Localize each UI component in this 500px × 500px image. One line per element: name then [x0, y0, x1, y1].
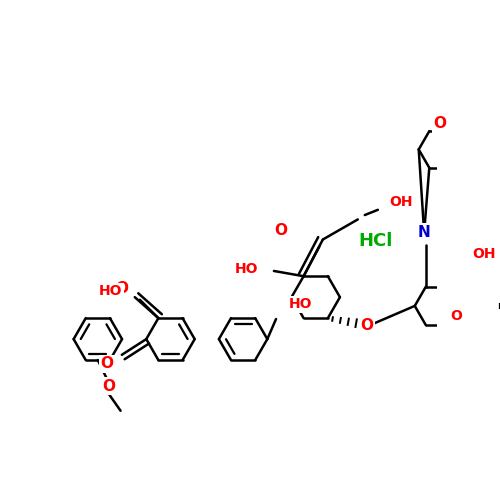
- Text: O: O: [274, 224, 287, 238]
- Text: HO: HO: [99, 284, 122, 298]
- Text: O: O: [102, 379, 115, 394]
- Text: HO: HO: [234, 262, 258, 276]
- Text: O: O: [434, 116, 446, 132]
- Text: HCl: HCl: [358, 232, 393, 250]
- Text: OH: OH: [389, 195, 412, 209]
- Text: O: O: [360, 318, 374, 332]
- Text: m: m: [497, 301, 500, 311]
- Text: O: O: [115, 281, 128, 296]
- Text: O: O: [450, 308, 462, 322]
- Text: OH: OH: [472, 248, 496, 262]
- Text: O: O: [100, 356, 114, 371]
- Text: HO: HO: [289, 297, 312, 311]
- Text: N: N: [418, 225, 430, 240]
